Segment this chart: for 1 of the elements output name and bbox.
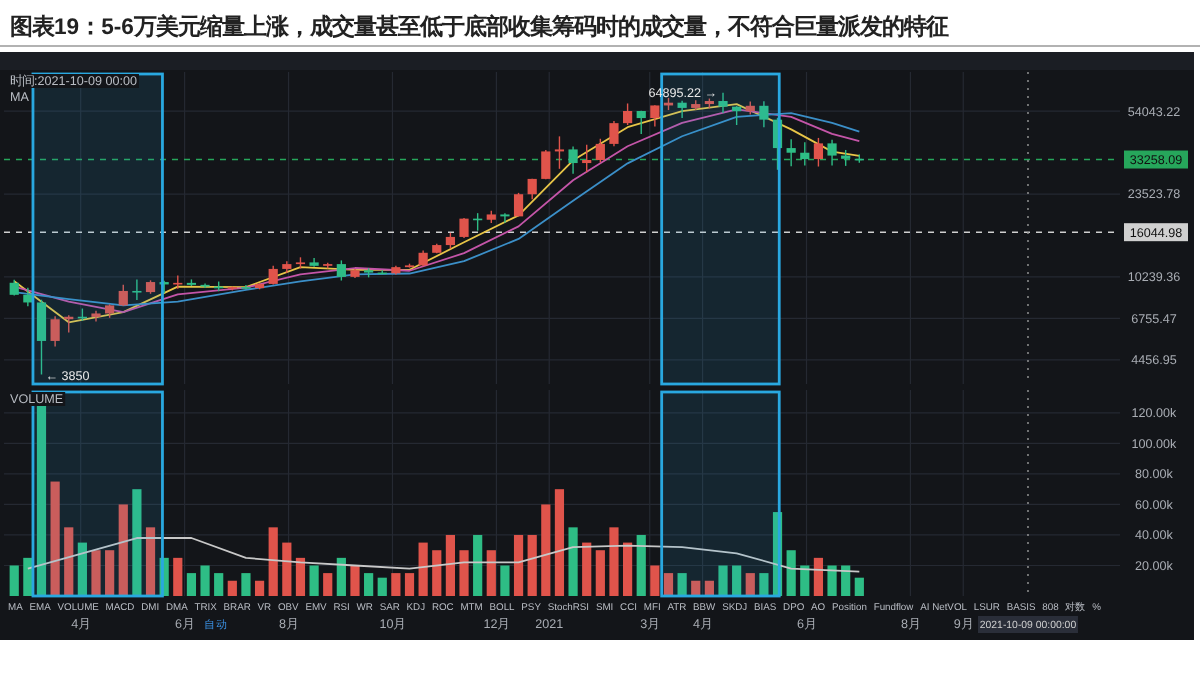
chart-title: 图表19：5-6万美元缩量上涨，成交量甚至低于底部收集筹码时的成交量，不符合巨量派发的特征 xyxy=(10,14,948,40)
